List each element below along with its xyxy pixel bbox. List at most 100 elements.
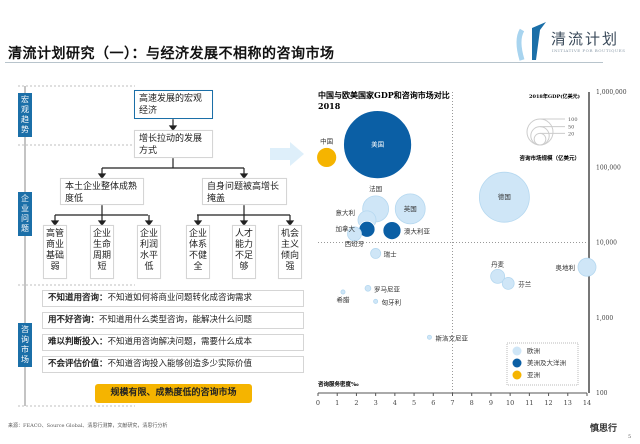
y-tick-label: 10,000 (596, 240, 617, 247)
row-text: 不知道用咨询解决问题，需要什么成本 (107, 337, 253, 347)
logo-icon (516, 22, 546, 61)
bubble-label: 澳大利亚 (404, 227, 431, 236)
bubble-point (340, 289, 346, 295)
logo-subtitle: INITIATIVE FOR BOUTIQUES (552, 48, 626, 53)
bg-arrows (270, 142, 304, 166)
page-number: 5 (628, 434, 632, 440)
leaf-box: 企业生命周期短 (90, 225, 114, 279)
chart-subtitle: 2018 (318, 101, 341, 111)
bubble-label: 芬兰 (518, 279, 532, 288)
y-tick-label: 1,000,000 (596, 89, 627, 96)
x-tick-label: 4 (393, 399, 397, 407)
growth-mode-box: 增长拉动的发展方式 (134, 130, 213, 158)
x-tick-label: 13 (564, 399, 572, 407)
leaf-box: 人才能力不足够 (232, 225, 256, 279)
bubble-label: 奥地利 (556, 263, 576, 272)
bubble-point (343, 110, 412, 179)
leaf-box: 机会主义倾向强 (278, 225, 302, 279)
size-legend-label: 100 (568, 117, 578, 123)
chart-title: 中国与欧美国家GDP和咨询市场对比 (318, 90, 450, 100)
bubble-point (347, 226, 362, 242)
row-key: 不会评估价值： (48, 359, 108, 369)
x-tick-label: 3 (374, 399, 378, 407)
x-tick-label: 7 (450, 399, 454, 407)
legend-marker (512, 346, 522, 356)
consulting-issue-row: 用不好咨询：不知道用什么类型咨询，能解决什么问题 (42, 312, 304, 329)
x-tick-label: 11 (525, 399, 533, 407)
bubble-point (394, 193, 426, 225)
row-key: 难以判断投入： (48, 337, 108, 347)
row-text: 不知道如何将商业问题转化成咨询需求 (107, 293, 253, 303)
row-text: 不知道用什么类型咨询，能解决什么问题 (99, 315, 253, 325)
size-legend-circle (530, 126, 550, 146)
leaf-box: 高管商业基础弱 (43, 225, 67, 279)
bubble-label: 斯洛文尼亚 (435, 333, 468, 342)
bubble-label: 西班牙 (345, 239, 365, 248)
consulting-issue-row: 不会评估价值：不知道咨询投入能够创造多少实际价值 (42, 356, 304, 373)
bubble-label: 美国 (371, 140, 384, 149)
bubble-point (478, 171, 530, 223)
consulting-issue-row: 难以判断投入：不知道用咨询解决问题，需要什么成本 (42, 334, 304, 351)
legend-label: 美洲及大洋洲 (527, 358, 566, 367)
y-axis-label: 咨询市场规模（亿美元） (519, 154, 580, 162)
legend-marker (512, 370, 522, 380)
flow-connectors (50, 119, 295, 226)
bubble-point (370, 248, 382, 259)
page-title: 清流计划研究（一）：与经济发展不相称的咨询市场 (8, 46, 335, 62)
conclusion-banner: 规模有限、成熟度低的咨询市场 (95, 384, 252, 403)
bubble-label: 匈牙利 (382, 297, 402, 306)
size-legend-label: 20 (568, 131, 574, 137)
bubble-label: 法国 (369, 184, 382, 193)
bubble-label: 英国 (404, 204, 417, 213)
bubble-point (577, 257, 597, 277)
bubble-point (382, 221, 402, 240)
bubble-point (316, 147, 338, 168)
bubble-point (373, 298, 379, 304)
x-axis-label: 咨询服务密度‰ (318, 380, 359, 388)
x-tick-label: 8 (470, 399, 474, 407)
size-legend-circle (533, 132, 547, 146)
label-consulting-market: 咨询市场 (18, 323, 32, 367)
x-tick-label: 2 (354, 399, 358, 407)
hidden-issues-box: 自身问题被高增长掩盖 (202, 178, 287, 205)
logo-text: 清流计划 (551, 30, 620, 48)
bubble-point (364, 285, 372, 292)
legend-label: 欧洲 (527, 346, 540, 355)
bubble-label: 希腊 (336, 295, 350, 304)
source-note: 来源：FEACO、Source Global、清思行测算，文献研究，清思行分析 (8, 423, 168, 429)
x-tick-label: 14 (583, 399, 591, 407)
size-legend-label: 50 (568, 125, 574, 131)
title-divider (5, 62, 603, 63)
size-legend-title: 2018年GDP(亿美元) (529, 93, 580, 100)
x-tick-label: 1 (335, 399, 339, 407)
row-key: 不知道用咨询： (48, 293, 108, 303)
bubble-label: 丹麦 (491, 259, 505, 268)
legend-marker (512, 358, 522, 368)
bubble-label: 瑞士 (384, 249, 398, 258)
size-legend-circle (526, 118, 554, 146)
label-enterprise-issues: 企业问题 (18, 192, 32, 236)
y-tick-label: 1,000 (596, 315, 613, 322)
row-key: 用不好咨询： (48, 315, 100, 325)
bubble-label: 中国 (320, 136, 333, 145)
bubble-label: 加拿大 (335, 224, 355, 233)
bubble-label: 意大利 (335, 208, 355, 217)
bubble-point (426, 334, 432, 340)
low-maturity-box: 本土企业整体成熟度低 (60, 178, 144, 205)
x-tick-label: 6 (431, 399, 435, 407)
legend-label: 亚洲 (527, 371, 540, 379)
brand-logo: 慎思行 (590, 424, 618, 434)
x-tick-label: 12 (544, 399, 552, 407)
bubble-point (490, 268, 506, 284)
section-dividers (18, 85, 135, 407)
x-tick-label: 10 (506, 399, 514, 407)
consulting-issue-row: 不知道用咨询：不知道如何将商业问题转化成咨询需求 (42, 290, 304, 307)
leaf-box: 企业体系不健全 (186, 225, 210, 279)
macro-economy-box: 高速发展的宏观经济 (134, 90, 213, 119)
x-tick-label: 0 (316, 399, 320, 407)
leaf-box: 企业利润水平低 (137, 225, 161, 279)
y-tick-label: 100 (596, 390, 608, 397)
row-text: 不知道咨询投入能够创造多少实际价值 (107, 359, 253, 369)
